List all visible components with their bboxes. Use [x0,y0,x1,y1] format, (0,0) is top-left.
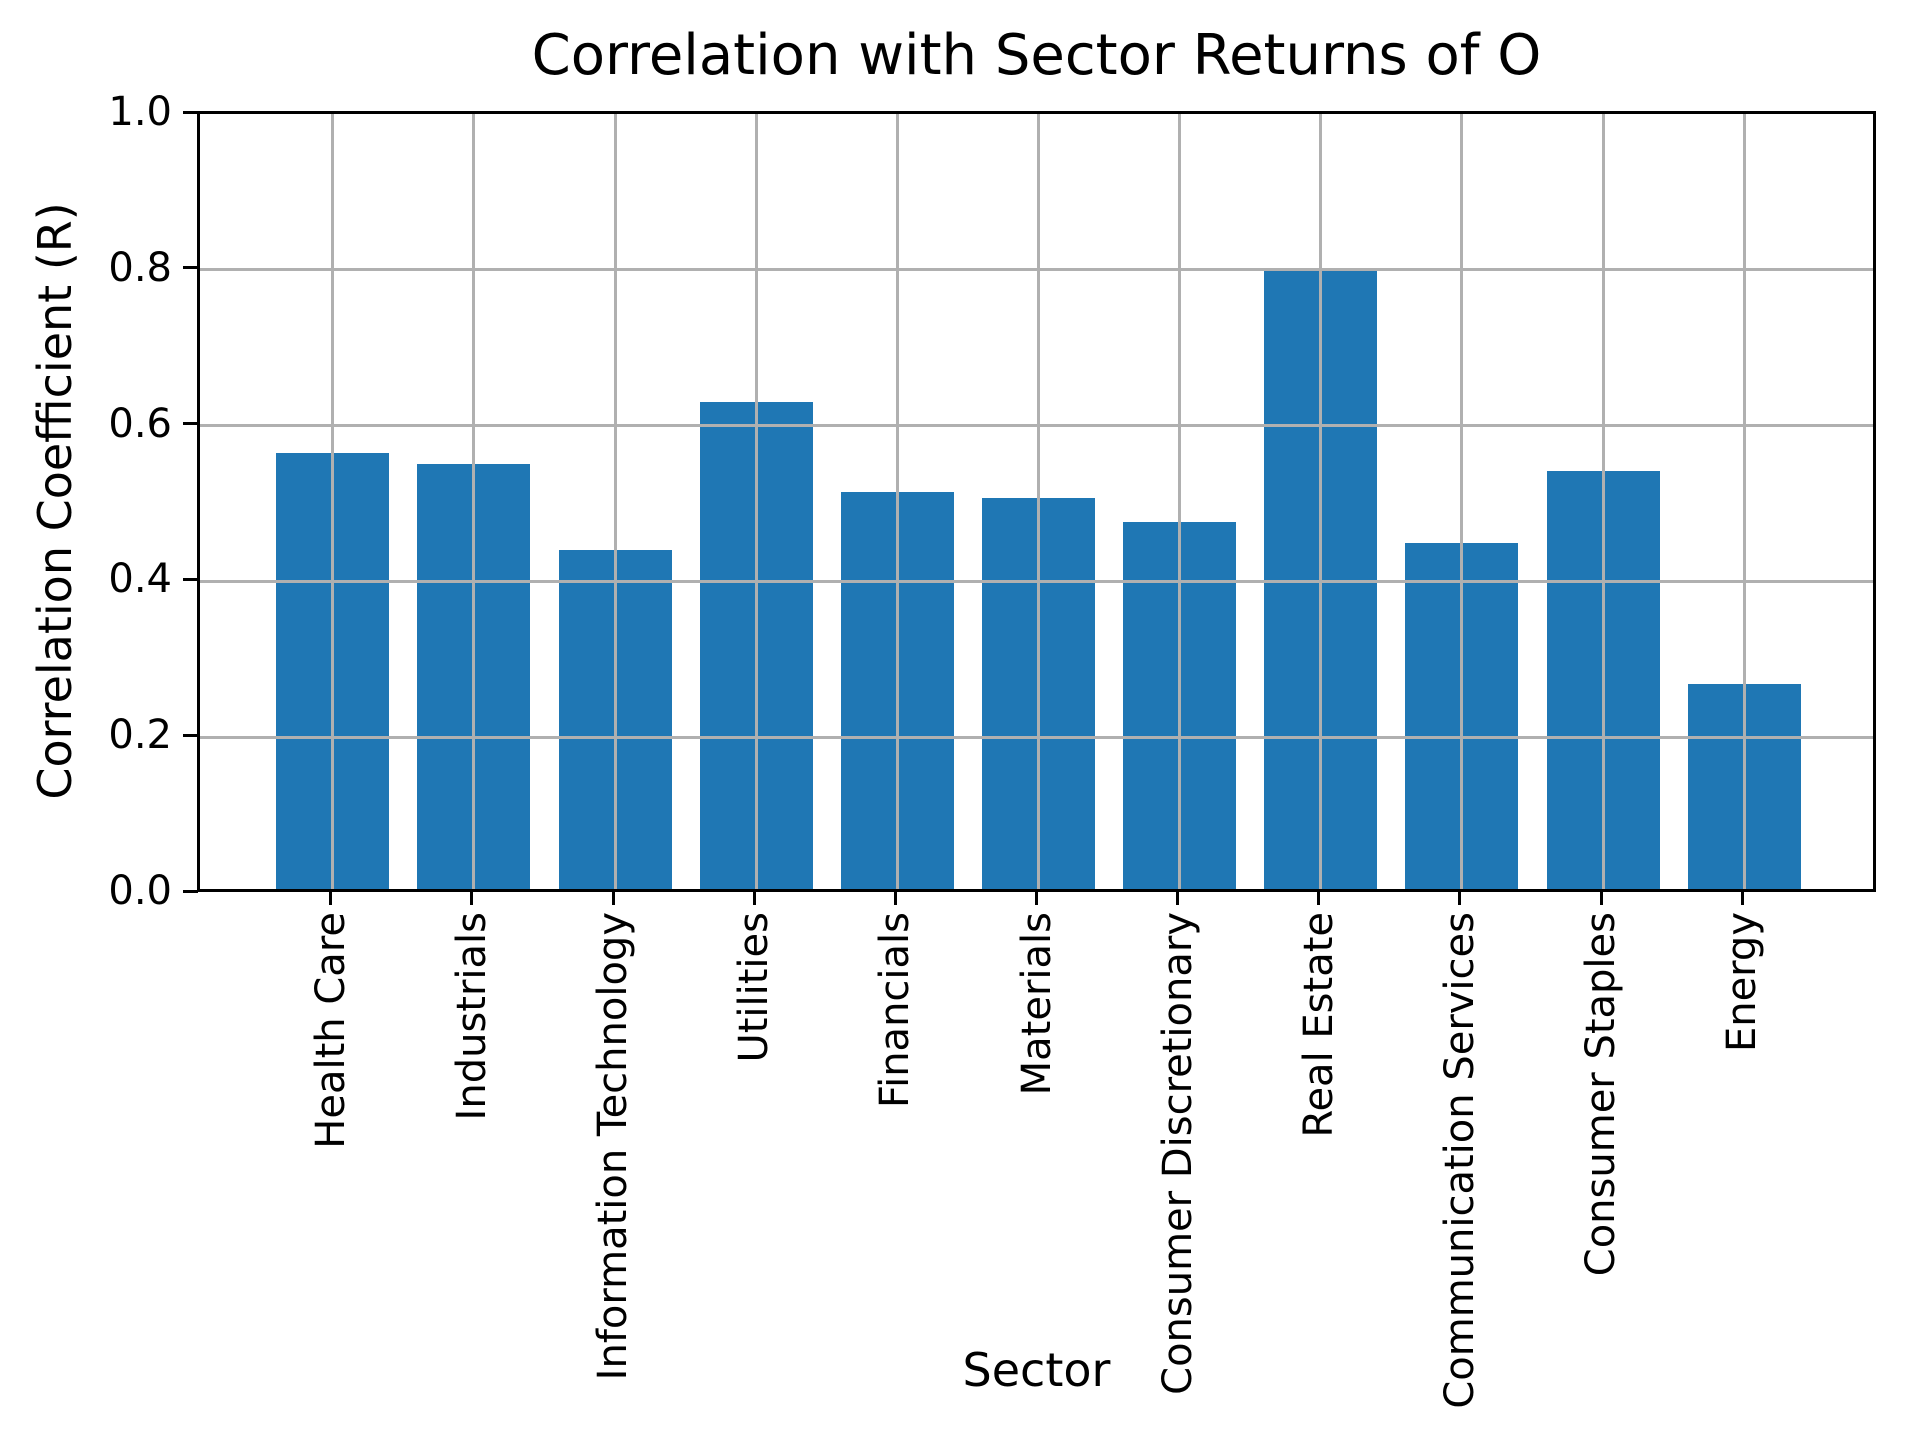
y-tick-label: 0.0 [108,868,172,914]
x-grid-line [1178,114,1182,889]
y-tick [183,266,198,270]
x-tick-label: Utilities [731,912,778,1063]
x-tick-label: Information Technology [590,912,636,1381]
x-grid-line [1601,114,1605,889]
x-tick [1599,891,1603,905]
y-tick [183,422,198,426]
x-tick-label: Energy [1719,912,1766,1053]
x-grid-line [331,114,335,889]
y-tick-label: 0.4 [108,556,172,603]
x-tick-label: Materials [1013,912,1060,1096]
x-tick [1176,891,1180,905]
x-grid-line [1742,114,1746,889]
y-tick [183,889,198,893]
y-axis-title: Correlation Coefficient (R) [28,202,82,800]
x-grid-line [1460,114,1464,889]
y-tick-label: 0.2 [108,712,172,759]
plot-area [197,111,1876,892]
chart-title: Correlation with Sector Returns of O [531,23,1542,88]
x-grid-line [895,114,899,889]
x-tick [470,891,474,905]
x-tick-label: Communication Services [1436,912,1483,1409]
y-grid-line [200,579,1873,583]
x-tick [1317,891,1321,905]
x-tick-label: Consumer Discretionary [1154,912,1201,1395]
y-tick [183,733,198,737]
x-tick [1035,891,1038,905]
y-grid-line [200,735,1873,739]
y-tick [183,110,198,114]
x-tick [611,891,615,905]
grid-layer [200,114,1873,889]
x-tick [893,891,897,905]
x-tick-label: Financials [872,912,919,1108]
y-tick-label: 0.6 [108,400,172,447]
x-grid-line [754,114,758,889]
x-tick-label: Health Care [307,912,354,1149]
x-grid-line [1319,114,1323,889]
x-tick-label: Industrials [448,912,495,1121]
x-grid-line [613,114,617,889]
y-tick [183,577,198,581]
x-tick-label: Consumer Staples [1578,912,1625,1277]
y-grid-line [200,424,1873,428]
x-grid-line [472,114,476,889]
x-tick [1458,891,1462,905]
y-grid-line [200,268,1873,272]
x-grid-line [1037,114,1040,889]
x-tick [1740,891,1744,905]
x-tick [752,891,756,905]
x-axis-title: Sector [962,1343,1111,1397]
x-tick [329,891,333,905]
x-tick-label: Real Estate [1295,912,1342,1138]
y-tick-label: 0.8 [108,244,172,291]
y-tick-label: 1.0 [108,89,172,135]
